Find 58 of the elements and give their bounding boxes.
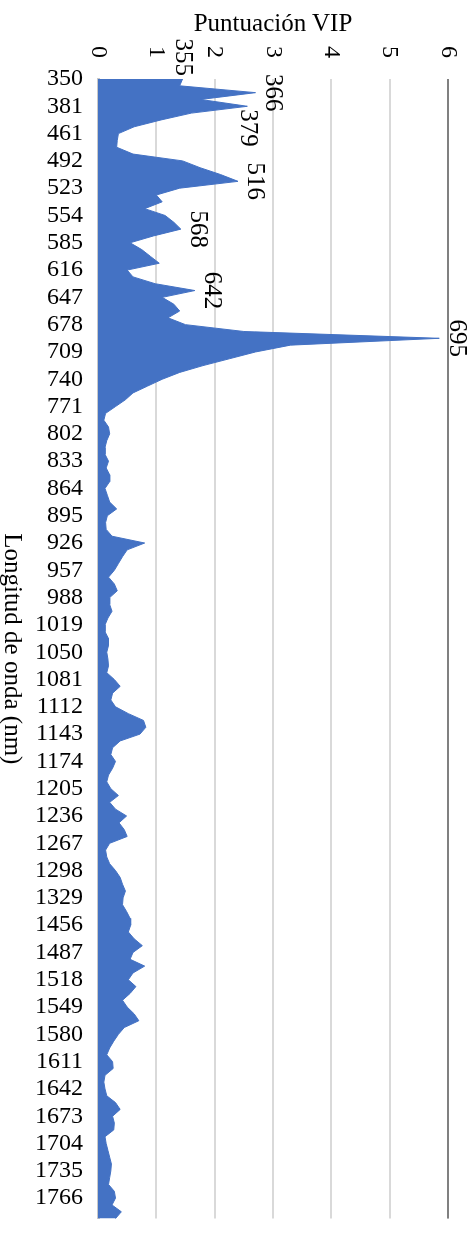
- y-tick-label: 1143: [35, 719, 83, 746]
- text: 355: [171, 38, 199, 76]
- y-tick-label: 616: [47, 255, 83, 282]
- y-tick-label: 1735: [35, 1156, 83, 1183]
- y-tick-label: 1081: [35, 664, 83, 691]
- y-tick-label: 1329: [35, 883, 83, 910]
- y-tick-label: 492: [47, 146, 83, 173]
- y-tick-label: 585: [47, 228, 83, 255]
- y-tick-label: 1050: [35, 637, 83, 664]
- x-tick-label: 1: [145, 46, 172, 58]
- x-axis-title: Puntuación VIP: [193, 8, 353, 36]
- y-tick-label: 1112: [36, 692, 83, 719]
- y-tick-label: 957: [47, 555, 83, 582]
- y-tick-label: 678: [47, 309, 83, 336]
- x-tick-label: 2: [203, 46, 230, 58]
- x-tick-label: 5: [378, 46, 405, 58]
- y-tick-label: 864: [47, 473, 83, 500]
- x-tick-label: 4: [320, 46, 347, 58]
- y-tick-label: 1267: [35, 828, 83, 855]
- annotation: 568: [186, 210, 214, 248]
- y-tick-label: 1549: [35, 992, 83, 1019]
- y-tick-label: 1298: [35, 855, 83, 882]
- y-tick-label: 1487: [35, 937, 83, 964]
- y-tick-label: 1236: [35, 801, 83, 828]
- y-tick-label: 895: [47, 501, 83, 528]
- y-tick-label: 709: [47, 337, 83, 364]
- y-tick-label: 1766: [35, 1183, 83, 1210]
- y-tick-label: 1205: [35, 773, 83, 800]
- y-tick-label: 1673: [35, 1101, 83, 1128]
- annotation: 642: [200, 271, 228, 310]
- x-tick-label: 3: [261, 46, 288, 58]
- y-tick-label: 988: [47, 582, 83, 609]
- y-tick-label: 381: [47, 91, 83, 118]
- y-tick-label: 1456: [35, 910, 83, 937]
- y-tick-label: 1642: [35, 1074, 83, 1101]
- annotation: 516: [243, 162, 271, 201]
- y-tick-label: 554: [47, 200, 83, 227]
- y-axis-title: Longitud de onda (nm): [0, 533, 28, 765]
- y-tick-label: 926: [47, 528, 83, 555]
- y-tick-label: 647: [47, 282, 83, 309]
- y-tick-label: 461: [47, 118, 83, 145]
- annotation: 695: [444, 319, 472, 358]
- y-tick-label: 350: [47, 64, 83, 91]
- y-tick-label: 1611: [35, 1046, 83, 1073]
- y-tick-label: 523: [47, 173, 83, 200]
- y-tick-label: 1518: [35, 965, 83, 992]
- annotation: 379: [235, 109, 263, 147]
- y-tick-label: 1580: [35, 1019, 83, 1046]
- y-tick-label: 802: [47, 419, 83, 446]
- x-tick-label: 0: [86, 46, 113, 58]
- y-tick-label: 833: [47, 446, 83, 473]
- y-tick-label: 771: [47, 391, 83, 418]
- y-tick-label: 1174: [35, 746, 83, 773]
- annotation: 366: [260, 73, 288, 112]
- y-tick-label: 1019: [35, 610, 83, 637]
- y-tick-label: 740: [47, 364, 83, 391]
- y-tick-label: 1704: [35, 1128, 83, 1155]
- x-tick-label: 6: [436, 46, 463, 58]
